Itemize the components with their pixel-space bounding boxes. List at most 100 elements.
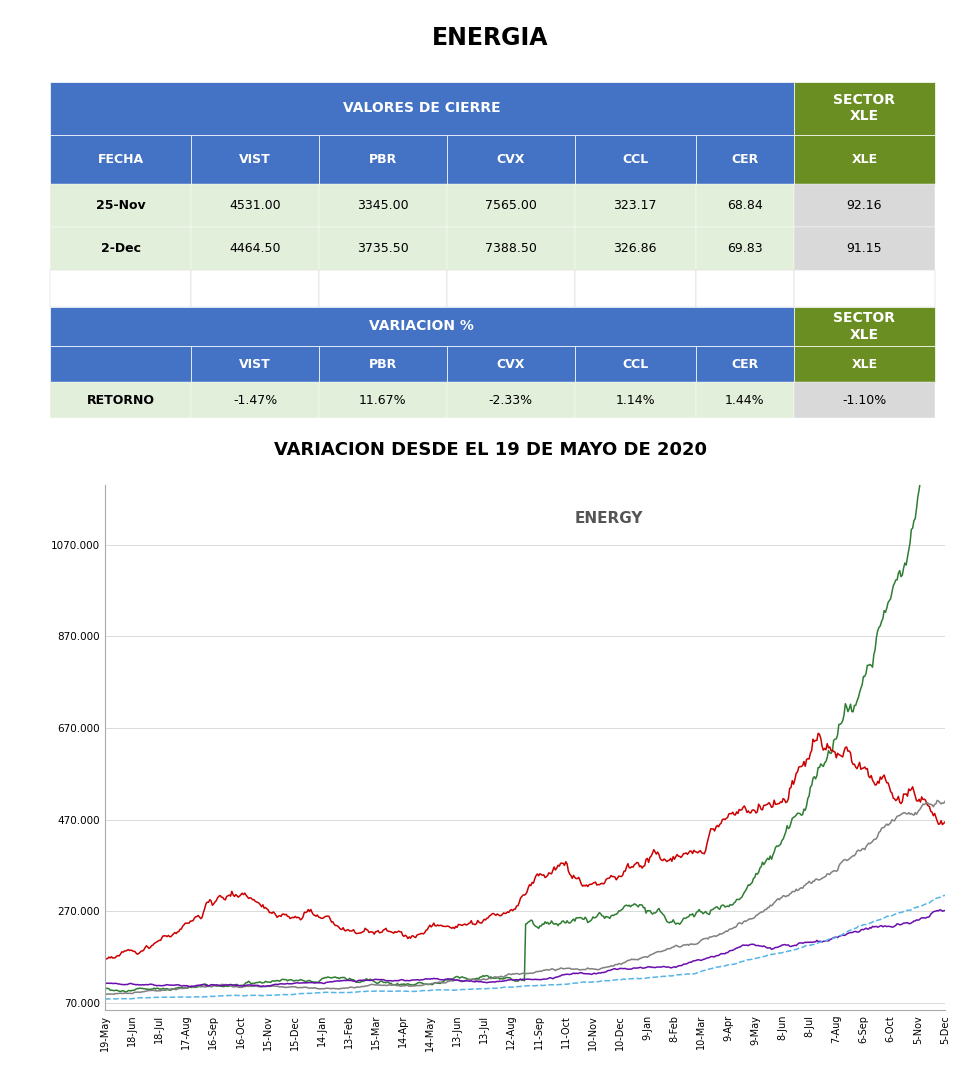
Bar (794, 307, 935, 345)
VIST (696, 906, 708, 919)
Text: PBR: PBR (368, 152, 397, 165)
VIST (760, 856, 771, 869)
Bar (447, 270, 574, 307)
Bar (696, 270, 794, 307)
Bar (574, 345, 696, 382)
Bar (696, 135, 794, 184)
Line: CER: CER (105, 895, 945, 999)
CER (758, 950, 769, 963)
Text: ENERGIA: ENERGIA (432, 26, 548, 50)
Text: CER: CER (731, 357, 759, 370)
Text: 68.84: 68.84 (727, 199, 762, 212)
Bar (50, 83, 794, 135)
Line: CVX: CVX (105, 800, 945, 994)
CVX (99, 987, 111, 1000)
Bar (447, 345, 574, 382)
CVX (760, 902, 771, 915)
CVX (931, 794, 943, 807)
Bar (794, 270, 935, 307)
Text: SECTOR
XLE: SECTOR XLE (833, 93, 896, 124)
Text: 1.14%: 1.14% (615, 394, 655, 407)
Bar (50, 184, 191, 227)
Text: 3345.00: 3345.00 (357, 199, 409, 212)
CCL (934, 904, 946, 917)
Line: PBR: PBR (105, 733, 945, 959)
Text: XLE: XLE (852, 357, 877, 370)
Text: 91.15: 91.15 (847, 242, 882, 255)
CVX (517, 967, 529, 980)
Bar (794, 227, 935, 270)
CCL (639, 961, 651, 974)
Text: 11.67%: 11.67% (359, 394, 407, 407)
VIST (120, 985, 131, 998)
CER (515, 980, 527, 993)
CCL (760, 940, 771, 954)
Bar (696, 382, 794, 418)
CCL (696, 954, 708, 967)
Line: VIST: VIST (105, 420, 945, 992)
Text: -1.10%: -1.10% (842, 394, 887, 407)
Bar (191, 135, 318, 184)
CCL (324, 975, 336, 988)
VIST (939, 414, 951, 427)
VIST (517, 973, 529, 986)
Bar (574, 227, 696, 270)
Bar (447, 227, 574, 270)
Bar (191, 184, 318, 227)
Text: 7388.50: 7388.50 (485, 242, 537, 255)
CVX (696, 933, 708, 946)
PBR (939, 816, 951, 829)
CVX (939, 795, 951, 808)
Text: 7565.00: 7565.00 (485, 199, 537, 212)
Bar (50, 345, 191, 382)
CER (638, 972, 650, 985)
Text: 323.17: 323.17 (613, 199, 657, 212)
Text: CCL: CCL (622, 152, 648, 165)
Bar (318, 227, 447, 270)
Bar (574, 382, 696, 418)
Bar (794, 345, 935, 382)
Text: 326.86: 326.86 (613, 242, 657, 255)
Bar (574, 135, 696, 184)
Text: 4531.00: 4531.00 (229, 199, 281, 212)
Bar (50, 270, 191, 307)
Bar (191, 227, 318, 270)
PBR (515, 891, 527, 904)
PBR (638, 860, 650, 873)
Bar (50, 135, 191, 184)
Text: PBR: PBR (368, 357, 397, 370)
Bar (447, 382, 574, 418)
Text: 2-Dec: 2-Dec (101, 242, 140, 255)
CER (683, 968, 695, 981)
Text: VARIACION %: VARIACION % (369, 319, 474, 333)
Text: RETORNO: RETORNO (86, 394, 155, 407)
Bar (574, 270, 696, 307)
Text: 92.16: 92.16 (847, 199, 882, 212)
CVX (639, 950, 651, 963)
Bar (191, 345, 318, 382)
CER (323, 986, 335, 999)
CCL (99, 976, 111, 989)
Text: 25-Nov: 25-Nov (96, 199, 145, 212)
Bar (318, 382, 447, 418)
Text: CVX: CVX (497, 357, 525, 370)
Bar (447, 184, 574, 227)
Text: 1.44%: 1.44% (725, 394, 764, 407)
CCL (184, 980, 196, 993)
VIST (684, 908, 696, 921)
PBR (695, 844, 707, 857)
VIST (639, 901, 651, 914)
Text: XLE: XLE (852, 152, 877, 165)
Bar (447, 135, 574, 184)
CER (939, 888, 951, 901)
Text: VIST: VIST (239, 357, 270, 370)
Text: VARIACION DESDE EL 19 DE MAYO DE 2020: VARIACION DESDE EL 19 DE MAYO DE 2020 (273, 441, 707, 459)
VIST (324, 971, 336, 984)
Text: 69.83: 69.83 (727, 242, 762, 255)
Bar (696, 345, 794, 382)
Text: SECTOR
XLE: SECTOR XLE (833, 312, 896, 341)
Bar (191, 382, 318, 418)
Text: -1.47%: -1.47% (233, 394, 277, 407)
Text: FECHA: FECHA (97, 152, 144, 165)
PBR (812, 727, 824, 740)
